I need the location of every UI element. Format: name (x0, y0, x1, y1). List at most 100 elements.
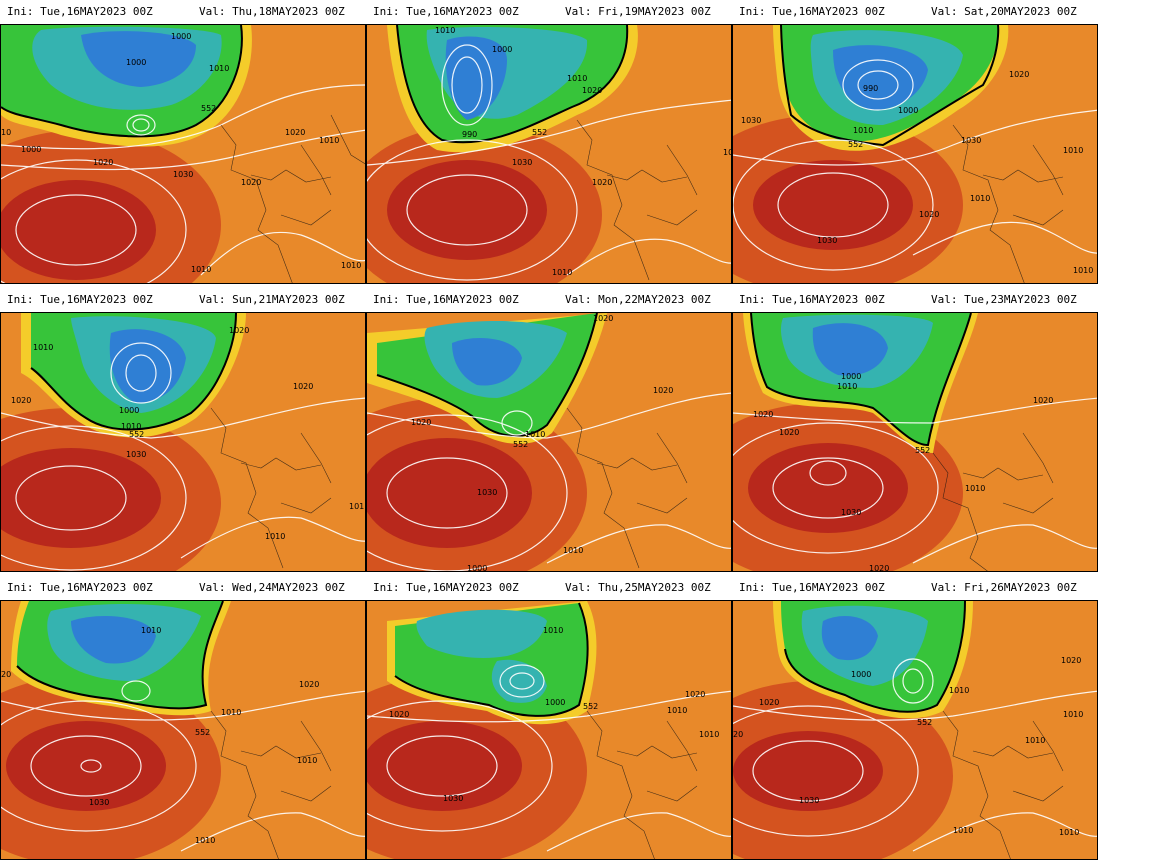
valid-time-label: Val: Thu,18MAY2023 00Z (199, 5, 345, 18)
pressure-label: 1010 (1025, 736, 1045, 745)
pressure-label: 1010 (121, 422, 141, 431)
pressure-label: 1000 (467, 564, 487, 572)
pressure-label: 1030 (89, 798, 109, 807)
pressure-label: 1020 (241, 178, 261, 187)
panel-header: Ini: Tue,16MAY2023 00Z Val: Fri,19MAY202… (366, 0, 732, 24)
pressure-label: 1010 (970, 194, 990, 203)
pressure-label: 1000 (171, 32, 191, 41)
pressure-label: 1010 (1059, 828, 1079, 837)
pressure-label: 1030 (443, 794, 463, 803)
pressure-label: 1030 (741, 116, 761, 125)
pressure-label: 1030 (173, 170, 193, 179)
pressure-labels: 1000 1010 1020 1020 552 1020 1010 1030 1… (753, 372, 1053, 572)
pressure-label: 1000 (21, 145, 41, 154)
pressure-label: 1020 (285, 128, 305, 137)
panel-header: Ini: Tue,16MAY2023 00Z Val: Sat,20MAY202… (732, 0, 1098, 24)
pressure-label: 1020 (229, 326, 249, 335)
pressure-label: 1000 (851, 670, 871, 679)
pressure-label: 1010 (837, 382, 857, 391)
geopotential-map: 1010 20 1020 1010 552 1010 1030 1010 (0, 600, 366, 860)
map-svg: 1020 990 1000 1010 552 1030 1030 1010 10… (733, 25, 1097, 283)
map-panel: Ini: Tue,16MAY2023 00Z Val: Wed,24MAY202… (0, 576, 366, 864)
init-time-label: Ini: Tue,16MAY2023 00Z (739, 293, 885, 306)
pressure-label: 552 (915, 446, 930, 455)
pressure-label: 1020 (653, 386, 673, 395)
pressure-label: 1010 (319, 136, 339, 145)
pressure-label: 1000 (841, 372, 861, 381)
init-time-label: Ini: Tue,16MAY2023 00Z (7, 293, 153, 306)
pressure-labels: 1020 1010 1020 1000 1010 552 1030 1020 1… (11, 326, 364, 541)
valid-time-label: Val: Fri,19MAY2023 00Z (565, 5, 711, 18)
map-svg: 1010 20 1020 1010 552 1010 1030 1010 (1, 601, 365, 859)
pressure-label: 552 (195, 728, 210, 737)
geopotential-map: 1020 1010 1020 1000 1010 552 1030 1020 1… (0, 312, 366, 572)
pressure-label: 1000 (545, 698, 565, 707)
pressure-labels: 1010 20 1020 1010 552 1010 1030 1010 (1, 626, 319, 845)
pressure-label: 1020 (685, 690, 705, 699)
pressure-labels: 1010 1000 552 1020 1010 1020 1010 1030 (389, 626, 719, 803)
map-panel: Ini: Tue,16MAY2023 00Z Val: Sat,20MAY202… (732, 0, 1098, 288)
panel-header: Ini: Tue,16MAY2023 00Z Val: Wed,24MAY202… (0, 576, 366, 600)
geopotential-map: 1010 1000 552 1020 1010 1020 1010 1030 (366, 600, 732, 860)
init-time-label: Ini: Tue,16MAY2023 00Z (373, 5, 519, 18)
pressure-label: 10 (723, 148, 732, 157)
pressure-label: 1010 (1073, 266, 1093, 275)
pressure-label: 1020 (1009, 70, 1029, 79)
pressure-label: 1010 (191, 265, 211, 274)
pressure-label: 1020 (759, 698, 779, 707)
pressure-label: 1010 (552, 268, 572, 277)
valid-time-label: Val: Sun,21MAY2023 00Z (199, 293, 345, 306)
pressure-labels: 1000 1010 1020 20 552 1020 1010 1010 103… (733, 656, 1083, 837)
pressure-label: 101 (349, 502, 364, 511)
pressure-label: 1010 (953, 826, 973, 835)
map-svg: 1020 1010 1020 1000 1010 552 1030 1020 1… (1, 313, 365, 571)
init-time-label: Ini: Tue,16MAY2023 00Z (7, 581, 153, 594)
panel-header: Ini: Tue,16MAY2023 00Z Val: Thu,18MAY202… (0, 0, 366, 24)
pressure-label: 1030 (512, 158, 532, 167)
pressure-label: 990 (462, 130, 477, 139)
pressure-label: 1020 (753, 410, 773, 419)
pressure-label: 1020 (582, 86, 602, 95)
map-svg: 1000 1010 1020 20 552 1020 1010 1010 103… (733, 601, 1097, 859)
pressure-label: 1020 (389, 710, 409, 719)
pressure-label: 1010 (543, 626, 563, 635)
pressure-label: 1010 (853, 126, 873, 135)
pressure-label: 20 (733, 730, 743, 739)
init-time-label: Ini: Tue,16MAY2023 00Z (373, 293, 519, 306)
init-time-label: Ini: Tue,16MAY2023 00Z (373, 581, 519, 594)
geopotential-map: 1000 1000 1010 552 1020 1010 1000 1020 1… (0, 24, 366, 284)
map-panel: Ini: Tue,16MAY2023 00Z Val: Fri,19MAY202… (366, 0, 732, 288)
pressure-label: 1010 (33, 343, 53, 352)
pressure-label: 1020 (593, 314, 613, 323)
panel-header: Ini: Tue,16MAY2023 00Z Val: Sun,21MAY202… (0, 288, 366, 312)
pressure-label: 1010 (221, 708, 241, 717)
pressure-label: 1020 (919, 210, 939, 219)
pressure-label: 1030 (126, 450, 146, 459)
pressure-label: 1000 (126, 58, 146, 67)
init-time-label: Ini: Tue,16MAY2023 00Z (739, 5, 885, 18)
pressure-label: 552 (129, 430, 144, 439)
init-time-label: Ini: Tue,16MAY2023 00Z (7, 5, 153, 18)
pressure-label: 1000 (119, 406, 139, 415)
geopotential-map: 1010 1000 1010 1020 990 552 1030 1020 10… (366, 24, 732, 284)
pressure-label: 1010 (563, 546, 583, 555)
pressure-label: 1010 (525, 430, 545, 439)
geopotential-map: 1020 1020 1020 1010 552 1030 1010 1000 (366, 312, 732, 572)
pressure-labels: 1020 990 1000 1010 552 1030 1030 1010 10… (741, 70, 1093, 275)
map-panel: Ini: Tue,16MAY2023 00Z Val: Tue,23MAY202… (732, 288, 1098, 576)
panel-header: Ini: Tue,16MAY2023 00Z Val: Mon,22MAY202… (366, 288, 732, 312)
geopotential-map: 1000 1010 1020 1020 552 1020 1010 1030 1… (732, 312, 1098, 572)
pressure-label: 1020 (869, 564, 889, 572)
panel-header: Ini: Tue,16MAY2023 00Z Val: Thu,25MAY202… (366, 576, 732, 600)
map-panel: Ini: Tue,16MAY2023 00Z Val: Mon,22MAY202… (366, 288, 732, 576)
valid-time-label: Val: Wed,24MAY2023 00Z (199, 581, 345, 594)
pressure-label: 1020 (299, 680, 319, 689)
map-panel: Ini: Tue,16MAY2023 00Z Val: Thu,25MAY202… (366, 576, 732, 864)
pressure-label: 1030 (477, 488, 497, 497)
pressure-label: 1010 (341, 261, 361, 270)
map-svg: 1010 1000 552 1020 1010 1020 1010 1030 (367, 601, 731, 859)
map-panel: Ini: Tue,16MAY2023 00Z Val: Thu,18MAY202… (0, 0, 366, 288)
pressure-label: 1030 (817, 236, 837, 245)
pressure-label: 552 (201, 104, 216, 113)
pressure-label: 1010 (949, 686, 969, 695)
